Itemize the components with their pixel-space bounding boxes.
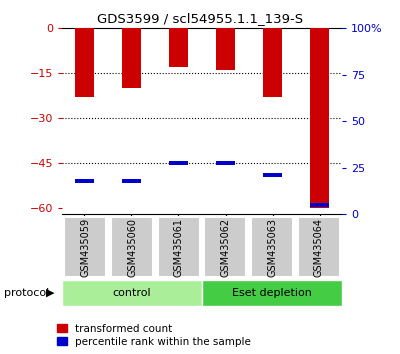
Text: GDS3599 / scl54955.1.1_139-S: GDS3599 / scl54955.1.1_139-S (97, 12, 303, 25)
Bar (298, 217, 340, 277)
Legend: transformed count, percentile rank within the sample: transformed count, percentile rank withi… (57, 324, 251, 347)
Text: GSM435061: GSM435061 (174, 218, 184, 277)
Bar (158, 217, 200, 277)
Bar (64, 217, 106, 277)
Bar (169, 28, 188, 67)
Bar (310, 203, 329, 207)
Bar (216, 28, 235, 70)
Text: GSM435064: GSM435064 (314, 218, 324, 277)
Bar (202, 280, 342, 306)
Bar (111, 217, 153, 277)
Bar (122, 28, 141, 88)
Bar (62, 280, 202, 306)
Text: GSM435060: GSM435060 (127, 218, 137, 277)
Text: protocol: protocol (4, 288, 49, 298)
Bar (263, 173, 282, 177)
Bar (251, 217, 293, 277)
Bar (310, 28, 329, 208)
Bar (122, 179, 141, 183)
Bar (216, 161, 235, 165)
Text: GSM435062: GSM435062 (220, 218, 230, 277)
Bar (75, 28, 94, 97)
Bar (263, 28, 282, 97)
Text: Eset depletion: Eset depletion (232, 288, 312, 298)
Text: GSM435059: GSM435059 (80, 218, 90, 277)
Bar (204, 217, 246, 277)
Bar (169, 161, 188, 165)
Text: ▶: ▶ (46, 288, 54, 298)
Bar (75, 179, 94, 183)
Text: GSM435063: GSM435063 (267, 218, 277, 277)
Text: control: control (113, 288, 151, 298)
